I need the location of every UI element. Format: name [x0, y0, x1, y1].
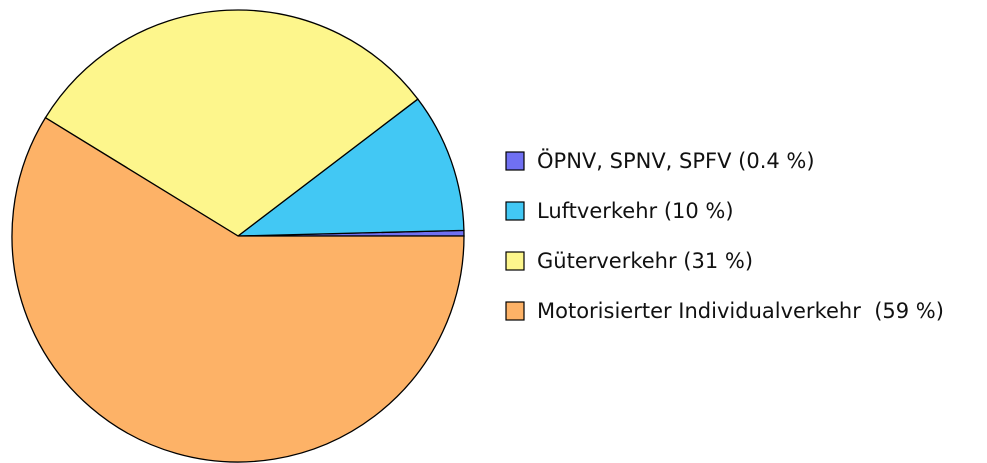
pie-slice	[44, 9, 419, 237]
legend-label: ÖPNV, SPNV, SPFV (0.4 %)	[537, 148, 815, 173]
pie-slice	[11, 116, 465, 463]
legend-swatch	[505, 151, 525, 171]
legend-swatch	[505, 251, 525, 271]
legend-label: Güterverkehr (31 %)	[537, 249, 753, 273]
legend-label: Luftverkehr (10 %)	[537, 199, 734, 223]
pie-slice	[236, 98, 465, 237]
legend-label: Motorisierter Individualverkehr (59 %)	[537, 299, 944, 323]
legend-swatch	[505, 301, 525, 321]
legend-swatch	[505, 201, 525, 221]
